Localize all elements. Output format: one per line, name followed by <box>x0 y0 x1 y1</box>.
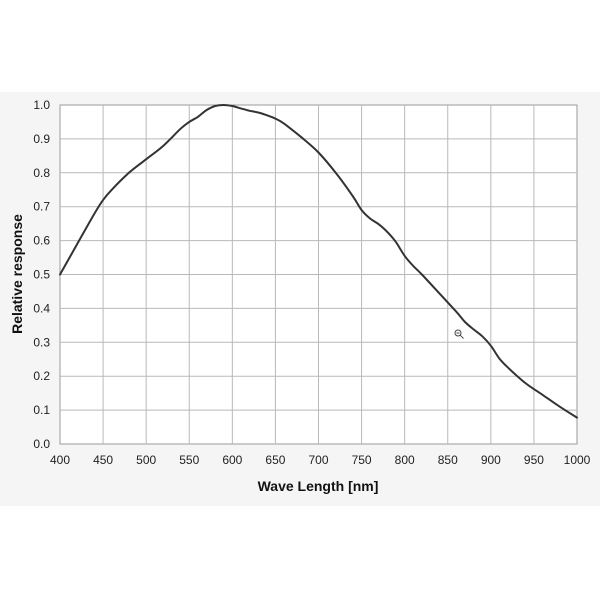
y-tick-label: 0.0 <box>33 437 50 451</box>
y-axis-title: Relative response <box>9 214 25 334</box>
x-axis-title: Wave Length [nm] <box>258 478 379 494</box>
y-tick-label: 0.1 <box>33 403 50 417</box>
y-tick-label: 0.5 <box>33 268 50 282</box>
x-tick-label: 800 <box>395 453 415 467</box>
x-tick-label: 700 <box>308 453 328 467</box>
y-tick-label: 0.8 <box>33 166 50 180</box>
zoom-cursor-icon <box>454 329 464 339</box>
x-tick-label: 950 <box>524 453 544 467</box>
x-tick-label: 1000 <box>564 453 591 467</box>
y-tick-labels: 0.0 0.1 0.2 0.3 0.4 0.5 0.6 0.7 0.8 0.9 1.0 <box>33 98 50 451</box>
x-tick-label: 550 <box>179 453 199 467</box>
x-tick-label: 600 <box>222 453 242 467</box>
x-tick-label: 450 <box>93 453 113 467</box>
y-tick-label: 0.3 <box>33 335 50 349</box>
x-tick-label: 850 <box>438 453 458 467</box>
y-tick-label: 1.0 <box>33 98 50 112</box>
y-tick-label: 0.6 <box>33 234 50 248</box>
y-tick-label: 0.4 <box>33 301 50 315</box>
y-tick-label: 0.7 <box>33 200 50 214</box>
y-tick-label: 0.9 <box>33 132 50 146</box>
x-tick-label: 900 <box>481 453 501 467</box>
x-tick-label: 650 <box>265 453 285 467</box>
x-tick-label: 750 <box>352 453 372 467</box>
x-tick-label: 500 <box>136 453 156 467</box>
grid <box>60 105 577 444</box>
x-tick-label: 400 <box>50 453 70 467</box>
x-tick-labels: 400 450 500 550 600 650 700 750 800 850 900 950 1000 <box>50 453 591 467</box>
relative-response-line <box>59 104 578 419</box>
y-tick-label: 0.2 <box>33 369 50 383</box>
